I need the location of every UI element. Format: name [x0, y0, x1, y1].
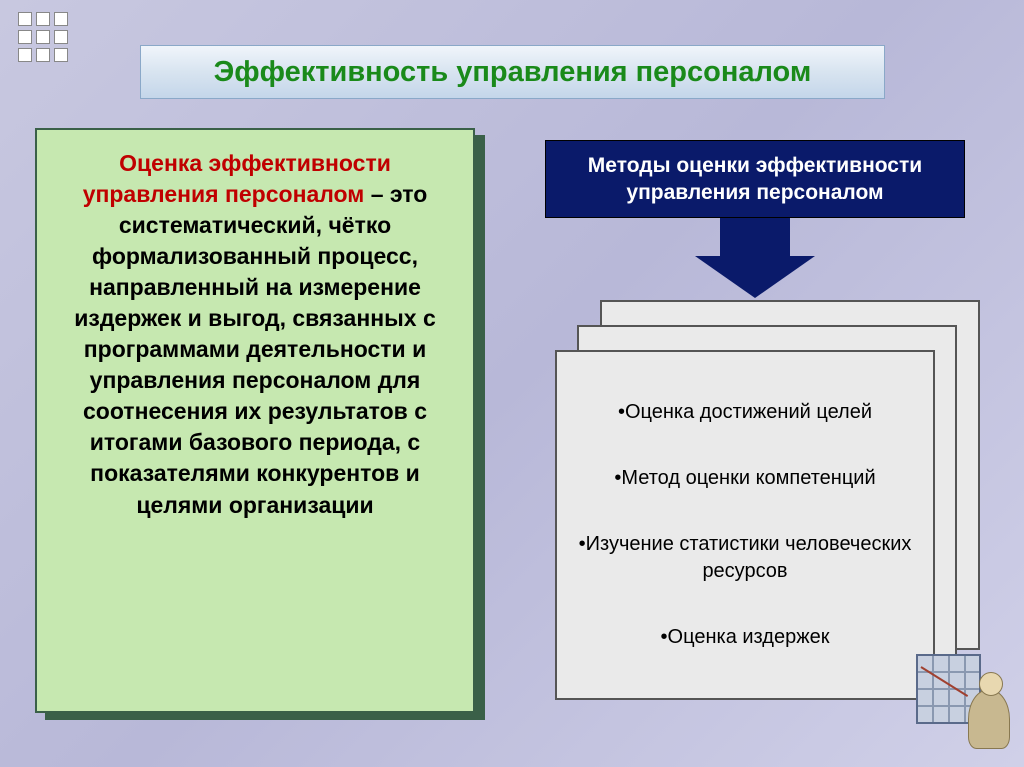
method-item: •Оценка достижений целей	[575, 399, 915, 426]
arrow-stem	[720, 218, 790, 256]
definition-lead: Оценка эффективности управления персонал…	[83, 150, 391, 207]
method-item: •Изучение статистики человеческих ресурс…	[575, 531, 915, 585]
method-item: •Метод оценки компетенций	[575, 465, 915, 492]
character-icon	[968, 689, 1010, 749]
methods-header: Методы оценки эффективности управления п…	[545, 140, 965, 218]
slide-title-bar: Эффективность управления персоналом	[140, 45, 885, 99]
definition-body: – это систематический, чётко формализова…	[74, 181, 436, 517]
corner-decoration	[18, 12, 68, 62]
chart-character-decoration	[916, 654, 1006, 749]
stack-sheet-front: •Оценка достижений целей •Метод оценки к…	[555, 350, 935, 700]
slide-title: Эффективность управления персоналом	[214, 56, 812, 89]
method-item: •Оценка издержек	[575, 624, 915, 651]
arrow-down-icon	[695, 256, 815, 298]
methods-header-text: Методы оценки эффективности управления п…	[556, 152, 954, 207]
definition-box: Оценка эффективности управления персонал…	[35, 128, 475, 713]
